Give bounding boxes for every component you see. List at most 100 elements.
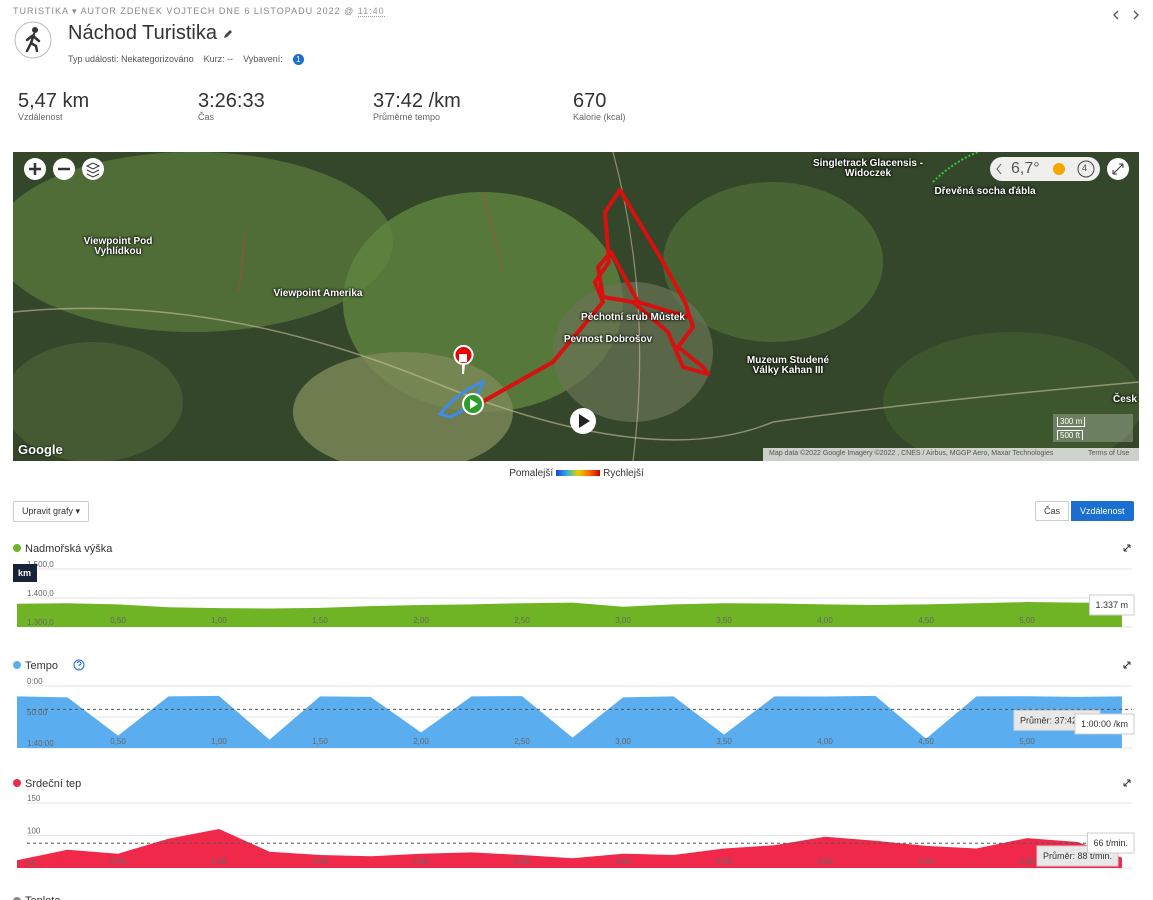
legend-fast: Rychlejší xyxy=(603,468,644,479)
poi-label[interactable]: Muzeum Studené Války Kahan III xyxy=(746,355,830,376)
value-tooltip-box xyxy=(1074,713,1135,735)
value-tooltip-box xyxy=(1086,832,1135,854)
speed-legend: Pomalejší Rychlejší xyxy=(0,468,1153,479)
stat-value: 3:26:33 xyxy=(198,90,265,112)
x-tick-label: 1,00 xyxy=(211,737,227,746)
x-tick-label: 4,50 xyxy=(918,616,934,625)
course[interactable]: Kurz: -- xyxy=(203,54,234,64)
series-dot xyxy=(13,897,21,900)
stat: 5,47 km Vzdálenost xyxy=(18,90,89,122)
y-tick-label: 150 xyxy=(27,794,41,803)
x-tick-label: 0,50 xyxy=(110,616,126,625)
poi-label[interactable]: Pevnost Dobrošov xyxy=(563,334,653,345)
x-tick-label: 5,00 xyxy=(1019,857,1035,866)
event-type[interactable]: Typ události: Nekategorizováno xyxy=(68,54,194,64)
stat-label: Vzdálenost xyxy=(18,112,63,122)
value-tooltip-text: 1:00:00 /km xyxy=(1081,719,1128,729)
x-tick-label: 1,50 xyxy=(312,737,328,746)
y-tick-label: 1.300,0 xyxy=(27,618,54,627)
stat-label: Kalorie (kcal) xyxy=(573,112,626,122)
chart-title: Nadmořská výška xyxy=(25,543,113,555)
x-tick-label: 2,00 xyxy=(413,737,429,746)
x-tick-label: 2,00 xyxy=(413,857,429,866)
scale: 500 ft xyxy=(1057,430,1084,440)
gear-badge[interactable]: 1 xyxy=(292,54,304,65)
terms-link[interactable]: Terms of Use xyxy=(1088,450,1130,457)
expand-icon xyxy=(1123,661,1131,669)
x-tick-label: 4,00 xyxy=(817,616,833,625)
y-tick-label: 1.500,0 xyxy=(27,560,54,569)
area xyxy=(17,695,1122,748)
meta: Typ události: Nekategorizováno Kurz: -- Vy… xyxy=(68,54,314,65)
charts: Nadmořská výška 1.500,0 1.400,0 1.300,0 0,50… xyxy=(13,543,1135,900)
help-icon xyxy=(73,659,85,671)
nav-arrows[interactable] xyxy=(1110,8,1142,22)
poi-label[interactable]: Dřevěná socha ďábla xyxy=(934,186,1036,197)
time[interactable]: 11:40 xyxy=(357,6,385,17)
gear[interactable]: Vybavení: xyxy=(243,54,283,64)
value-tooltip: 1.337 m xyxy=(1088,594,1135,616)
x-tick-label: 5,00 xyxy=(1019,737,1035,746)
area xyxy=(17,602,1122,627)
x-tick-label: 0,50 xyxy=(110,857,126,866)
x-tick-label: 3,00 xyxy=(615,857,631,866)
x-tick-label: 3,50 xyxy=(716,857,732,866)
legend-gradient xyxy=(556,470,601,477)
x-tick-label: 3,50 xyxy=(716,737,732,746)
poi-label: Česk xyxy=(1113,394,1137,405)
chart-title: Teplota xyxy=(25,895,61,900)
poi-label[interactable]: Viewpoint Pod Vyhlídkou xyxy=(83,236,153,257)
series-dot xyxy=(13,779,21,787)
x-tick-label: 4,50 xyxy=(918,857,934,866)
x-tick-label: 3,00 xyxy=(615,737,631,746)
y-tick-label: 50 xyxy=(27,859,36,868)
x-tick-label: 2,00 xyxy=(413,616,429,625)
poi-label[interactable]: Pěchotní srub Můstek xyxy=(581,312,685,323)
x-tick-label: 4,50 xyxy=(918,737,934,746)
wind: 4 xyxy=(1082,163,1088,173)
series-dot xyxy=(13,661,21,669)
value-tooltip: 66 t/min. xyxy=(1086,832,1135,854)
average-label-text: Průměr: 37:42 /km xyxy=(1020,715,1094,725)
series-dot xyxy=(13,544,21,552)
poi-label[interactable]: Singletrack Glacensis - Widoczek xyxy=(812,158,924,179)
time-toggle[interactable]: Čas xyxy=(1035,501,1070,521)
activity-type[interactable]: TURISTIKA xyxy=(13,6,69,16)
stat: 670 Kalorie (kcal) xyxy=(573,90,626,122)
x-tick-label: 2,50 xyxy=(514,616,530,625)
author: AUTOR ZDENEK VOJTECH DNE 6 LISTOPADU 202… xyxy=(80,6,355,16)
activity-icon xyxy=(14,21,52,59)
x-tick-label: 1,50 xyxy=(312,616,328,625)
edit-icon[interactable] xyxy=(223,29,233,39)
stat: 3:26:33 Čas xyxy=(198,90,265,122)
attribution: Map data ©2022 Google Imagery ©2022 , CN… xyxy=(769,450,1054,457)
activity-title[interactable]: Náchod Turistika xyxy=(68,22,233,45)
distance-toggle[interactable]: Vzdálenost xyxy=(1071,501,1134,521)
x-tick-label: 1,00 xyxy=(211,857,227,866)
y-tick-label: 100 xyxy=(27,827,41,836)
chart-title: Tempo xyxy=(25,660,58,672)
x-tick-label: 0,50 xyxy=(110,737,126,746)
poi-label[interactable]: Viewpoint Amerika xyxy=(273,288,363,299)
x-tick-label: 1,00 xyxy=(211,616,227,625)
title-text: Náchod Turistika xyxy=(68,22,217,44)
edit-charts-button[interactable]: Upravit grafy ▾ xyxy=(13,501,90,522)
value-tooltip-box xyxy=(1088,594,1135,616)
value-tooltip-text: 66 t/min. xyxy=(1093,838,1128,848)
x-tick-label: 4,00 xyxy=(817,857,833,866)
x-tick-label: 4,00 xyxy=(817,737,833,746)
value-tooltip: 1:00:00 /km xyxy=(1074,713,1135,735)
scale: 300 m xyxy=(1057,417,1086,427)
chart-title: Srdeční tep xyxy=(25,778,81,790)
expand-icon xyxy=(1123,544,1131,552)
stat-label: Průměrné tempo xyxy=(373,112,441,122)
unit-badge: km xyxy=(18,568,31,578)
x-tick-label: 2,50 xyxy=(514,857,530,866)
stat-value: 5,47 km xyxy=(18,90,90,112)
map[interactable]: Singletrack Glacensis - Widoczek Dřevěná… xyxy=(13,152,1139,461)
x-tick-label: 3,50 xyxy=(716,616,732,625)
temperature[interactable]: 6,7° xyxy=(1011,160,1040,177)
stat: 37:42 /km Průměrné tempo xyxy=(373,90,461,122)
area xyxy=(17,829,1122,868)
unit-badge-bg xyxy=(13,564,37,582)
